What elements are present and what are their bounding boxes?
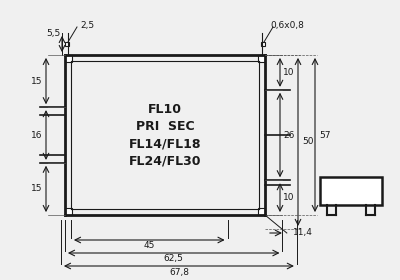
Text: 67,8: 67,8 bbox=[169, 267, 189, 277]
Text: 0,6x0,8: 0,6x0,8 bbox=[270, 20, 304, 29]
Text: 45: 45 bbox=[144, 241, 155, 251]
Text: 50: 50 bbox=[302, 137, 314, 146]
Text: 10: 10 bbox=[283, 193, 295, 202]
Text: 15: 15 bbox=[31, 185, 43, 193]
Bar bbox=[261, 42, 265, 46]
Bar bbox=[65, 55, 72, 62]
Bar bbox=[65, 42, 69, 46]
Bar bbox=[320, 177, 382, 205]
Bar bbox=[65, 208, 72, 215]
Text: 62,5: 62,5 bbox=[164, 255, 184, 263]
Text: 57: 57 bbox=[319, 130, 331, 139]
Text: FL14/FL18: FL14/FL18 bbox=[129, 137, 201, 150]
Bar bbox=[258, 55, 265, 62]
Text: 16: 16 bbox=[31, 130, 43, 139]
Text: PRI  SEC: PRI SEC bbox=[136, 120, 194, 133]
Text: 11,4: 11,4 bbox=[293, 228, 313, 237]
Text: 26: 26 bbox=[283, 130, 295, 139]
Text: 15: 15 bbox=[31, 77, 43, 86]
Text: 5,5: 5,5 bbox=[46, 29, 60, 38]
Text: FL24/FL30: FL24/FL30 bbox=[129, 154, 201, 167]
Bar bbox=[258, 208, 265, 215]
Text: 2,5: 2,5 bbox=[80, 20, 94, 29]
Text: 10: 10 bbox=[283, 68, 295, 77]
Text: FL10: FL10 bbox=[148, 103, 182, 116]
